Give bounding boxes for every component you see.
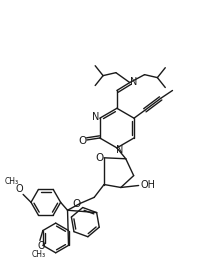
Text: CH₃: CH₃	[32, 250, 46, 259]
Text: O: O	[37, 241, 45, 251]
Text: N: N	[130, 76, 137, 87]
Text: O: O	[78, 136, 86, 146]
Text: N: N	[92, 112, 100, 122]
Text: OH: OH	[140, 180, 155, 191]
Text: CH₃: CH₃	[4, 177, 18, 186]
Text: O: O	[72, 199, 80, 209]
Text: N: N	[116, 145, 124, 155]
Text: O: O	[95, 153, 103, 163]
Text: O: O	[15, 185, 23, 194]
